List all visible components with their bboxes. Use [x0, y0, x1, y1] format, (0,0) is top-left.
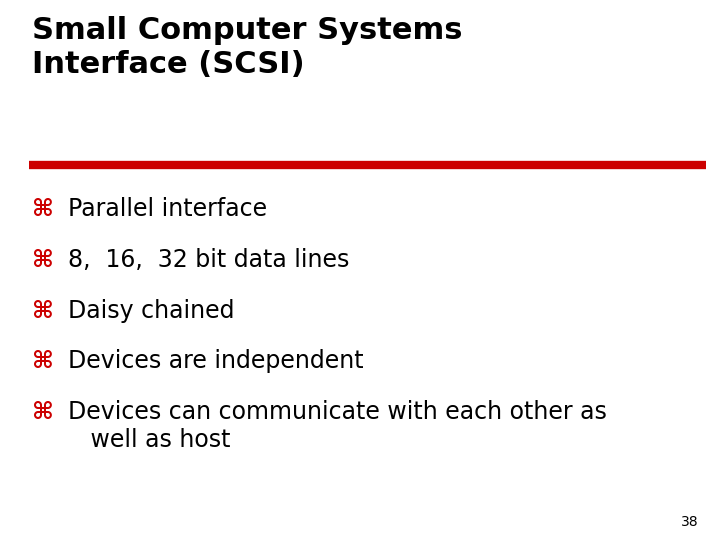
Text: ⌘: ⌘: [32, 349, 54, 373]
Text: ⌘: ⌘: [32, 197, 54, 221]
Text: Daisy chained: Daisy chained: [68, 299, 235, 322]
Text: ⌘: ⌘: [32, 248, 54, 272]
Text: 38: 38: [681, 515, 698, 529]
Text: Parallel interface: Parallel interface: [68, 197, 268, 221]
Text: ⌘: ⌘: [32, 299, 54, 322]
Text: Devices are independent: Devices are independent: [68, 349, 364, 373]
Text: Small Computer Systems
Interface (SCSI): Small Computer Systems Interface (SCSI): [32, 16, 463, 79]
Text: 8,  16,  32 bit data lines: 8, 16, 32 bit data lines: [68, 248, 350, 272]
Text: ⌘: ⌘: [32, 400, 54, 424]
Text: Devices can communicate with each other as
   well as host: Devices can communicate with each other …: [68, 400, 607, 452]
